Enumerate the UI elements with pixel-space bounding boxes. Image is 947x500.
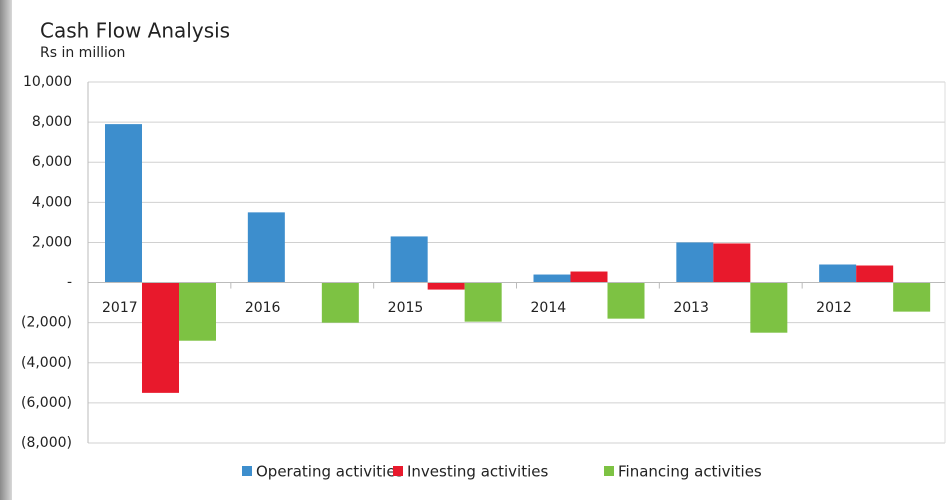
bar xyxy=(533,274,571,283)
legend-swatch xyxy=(393,466,403,476)
bar xyxy=(105,124,142,283)
bar xyxy=(247,212,285,283)
chart-title: Cash Flow Analysis xyxy=(40,19,230,43)
bar xyxy=(570,271,608,283)
x-tick-label: 2013 xyxy=(673,300,709,316)
bar xyxy=(607,282,645,319)
y-tick-label: 10,000 xyxy=(23,74,72,90)
legend-swatch xyxy=(242,466,252,476)
y-tick-label: 6,000 xyxy=(32,154,72,170)
side-strip xyxy=(0,0,12,500)
legend-label: Investing activities xyxy=(407,463,549,481)
bar xyxy=(390,236,428,283)
x-tick-label: 2014 xyxy=(531,300,567,316)
bar xyxy=(750,282,788,333)
bar xyxy=(142,282,179,393)
x-tick-label: 2012 xyxy=(816,300,852,316)
y-tick-label: 2,000 xyxy=(32,234,72,250)
y-tick-label: (8,000) xyxy=(21,435,72,451)
x-tick-label: 2017 xyxy=(102,300,138,316)
bar xyxy=(321,282,359,323)
legend-label: Operating activities xyxy=(256,463,404,481)
y-tick-label: - xyxy=(67,275,72,291)
bar xyxy=(676,242,714,283)
legend-swatch xyxy=(604,466,614,476)
x-tick-label: 2015 xyxy=(388,300,424,316)
x-tick-label: 2016 xyxy=(245,300,281,316)
y-tick-label: 8,000 xyxy=(32,114,72,130)
bar xyxy=(893,282,931,312)
bar xyxy=(713,243,751,283)
bar xyxy=(427,282,465,290)
y-tick-label: 4,000 xyxy=(32,194,72,210)
bar xyxy=(856,265,894,283)
legend-label: Financing activities xyxy=(618,463,762,481)
y-tick-label: (6,000) xyxy=(21,395,72,411)
bar xyxy=(464,282,502,322)
bar xyxy=(819,264,857,283)
y-tick-label: (2,000) xyxy=(21,315,72,331)
y-tick-label: (4,000) xyxy=(21,355,72,371)
chart-subtitle: Rs in million xyxy=(40,45,125,61)
bar xyxy=(179,282,216,341)
